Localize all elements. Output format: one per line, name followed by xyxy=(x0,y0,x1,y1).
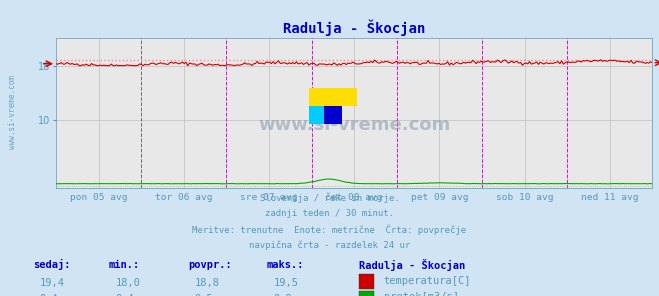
Text: www.si-vreme.com: www.si-vreme.com xyxy=(258,116,450,134)
Text: 0,5: 0,5 xyxy=(194,294,213,296)
Text: 0,4: 0,4 xyxy=(40,294,58,296)
Text: Slovenija / reke in morje.: Slovenija / reke in morje. xyxy=(260,194,399,203)
Bar xyxy=(310,106,339,124)
Text: 0,4: 0,4 xyxy=(115,294,134,296)
Text: 18,8: 18,8 xyxy=(194,278,219,288)
Text: pretok[m3/s]: pretok[m3/s] xyxy=(384,292,459,296)
Text: temperatura[C]: temperatura[C] xyxy=(384,276,471,286)
Text: sedaj:: sedaj: xyxy=(33,259,71,271)
Text: 19,5: 19,5 xyxy=(273,278,299,288)
Bar xyxy=(324,106,342,124)
Text: 19,4: 19,4 xyxy=(40,278,65,288)
Text: Radulja - Škocjan: Radulja - Škocjan xyxy=(359,259,465,271)
Text: www.si-vreme.com: www.si-vreme.com xyxy=(8,75,17,149)
Text: povpr.:: povpr.: xyxy=(188,260,231,270)
Text: 0,9: 0,9 xyxy=(273,294,292,296)
Text: Meritve: trenutne  Enote: metrične  Črta: povprečje: Meritve: trenutne Enote: metrične Črta: … xyxy=(192,225,467,235)
Text: zadnji teden / 30 minut.: zadnji teden / 30 minut. xyxy=(265,209,394,218)
Text: min.:: min.: xyxy=(109,260,140,270)
Text: 18,0: 18,0 xyxy=(115,278,140,288)
Text: navpična črta - razdelek 24 ur: navpična črta - razdelek 24 ur xyxy=(249,240,410,250)
Title: Radulja - Škocjan: Radulja - Škocjan xyxy=(283,20,426,36)
Text: maks.:: maks.: xyxy=(267,260,304,270)
Bar xyxy=(310,88,357,106)
